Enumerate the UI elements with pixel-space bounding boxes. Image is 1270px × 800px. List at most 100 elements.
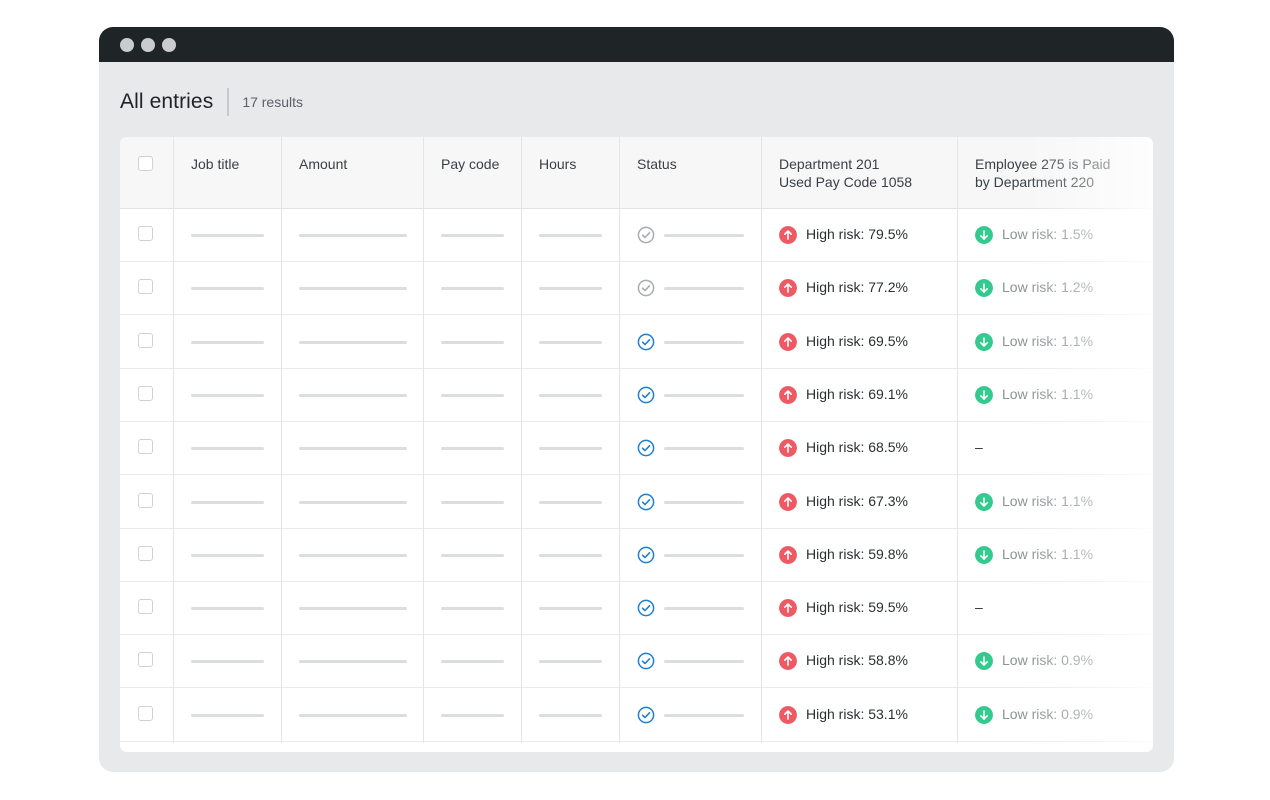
- pay-code-placeholder: [441, 393, 504, 397]
- hours-placeholder: [539, 553, 602, 557]
- low-risk-label: Low risk: 0.9%: [1002, 652, 1094, 669]
- arrow-up-circle-icon: [779, 599, 797, 618]
- status-placeholder: [664, 660, 744, 664]
- row-checkbox[interactable]: [138, 705, 153, 721]
- low-risk-label: Low risk: 1.5%: [1002, 226, 1094, 242]
- pay-code-placeholder: [441, 660, 504, 664]
- maximize-dot[interactable]: [162, 37, 176, 52]
- high-risk-label: High risk: 53.1%: [806, 705, 908, 722]
- arrow-up-circle-icon: [779, 332, 797, 351]
- table-row[interactable]: High risk: 58.8% Low risk: 0.9%: [120, 634, 1153, 689]
- status-placeholder: [664, 607, 744, 611]
- arrow-up-circle-icon: [779, 439, 797, 458]
- header-divider: [227, 88, 230, 116]
- row-checkbox[interactable]: [138, 385, 153, 401]
- column-divider: [173, 137, 174, 743]
- column-header-emp-275[interactable]: Employee 275 is Paid by Department 220: [975, 156, 1111, 190]
- arrow-up-circle-icon: [779, 652, 797, 671]
- arrow-down-circle-icon: [975, 385, 993, 404]
- high-risk-label: High risk: 79.5%: [806, 226, 908, 242]
- table-row[interactable]: High risk: 79.5% Low risk: 1.5%: [120, 208, 1153, 262]
- app-window: All entries 17 results Job title Amount …: [99, 27, 1174, 772]
- check-circle-icon: [637, 386, 655, 404]
- column-header-pay-code[interactable]: Pay code: [441, 156, 500, 172]
- hours-placeholder: [539, 393, 602, 397]
- status-placeholder: [664, 287, 744, 291]
- high-risk-label: High risk: 59.5%: [806, 599, 908, 616]
- hours-placeholder: [539, 447, 602, 451]
- row-checkbox[interactable]: [138, 492, 153, 508]
- hours-placeholder: [539, 340, 602, 344]
- amount-placeholder: [299, 340, 407, 344]
- arrow-up-circle-icon: [779, 545, 797, 564]
- hours-placeholder: [539, 287, 602, 291]
- amount-placeholder: [299, 660, 407, 664]
- low-risk-label: Low risk: 1.1%: [1002, 332, 1094, 349]
- status-placeholder: [664, 393, 744, 397]
- table-row[interactable]: High risk: 69.5% Low risk: 1.1%: [120, 315, 1153, 369]
- row-checkbox[interactable]: [138, 332, 153, 348]
- row-checkbox[interactable]: [138, 439, 153, 455]
- status-placeholder: [664, 553, 744, 557]
- check-circle-icon: [637, 439, 655, 457]
- empty-value: –: [975, 599, 983, 616]
- check-circle-outline-icon: [637, 226, 655, 244]
- row-checkbox[interactable]: [138, 599, 153, 615]
- amount-placeholder: [299, 607, 407, 611]
- status-placeholder: [664, 234, 744, 237]
- table-row[interactable]: High risk: 67.3% Low risk: 1.1%: [120, 475, 1153, 529]
- row-checkbox[interactable]: [138, 226, 153, 241]
- arrow-up-circle-icon: [779, 705, 797, 724]
- status-placeholder: [664, 500, 744, 504]
- minimize-dot[interactable]: [141, 37, 155, 52]
- row-checkbox[interactable]: [138, 279, 153, 295]
- arrow-down-circle-icon: [975, 226, 993, 244]
- column-header-amount[interactable]: Amount: [299, 156, 348, 172]
- column-divider: [957, 137, 958, 743]
- amount-placeholder: [299, 287, 407, 291]
- amount-placeholder: [299, 500, 407, 504]
- column-divider: [761, 137, 762, 743]
- arrow-up-circle-icon: [779, 226, 797, 244]
- job-title-placeholder: [191, 660, 264, 664]
- table-row[interactable]: High risk: 68.5% –: [120, 421, 1153, 476]
- table-row[interactable]: High risk: 69.1% Low risk: 1.1%: [120, 368, 1153, 422]
- hours-placeholder: [539, 607, 602, 611]
- table-row[interactable]: High risk: 59.8% Low risk: 1.1%: [120, 528, 1153, 582]
- row-checkbox[interactable]: [138, 545, 153, 561]
- check-circle-icon: [637, 599, 655, 617]
- table-row[interactable]: High risk: 53.1% Low risk: 0.9%: [120, 688, 1153, 742]
- pay-code-placeholder: [441, 713, 504, 717]
- check-circle-icon: [637, 493, 655, 510]
- job-title-placeholder: [191, 553, 264, 557]
- page-title: All entries: [120, 90, 214, 113]
- table-row[interactable]: High risk: 77.2% Low risk: 1.2%: [120, 261, 1153, 316]
- high-risk-label: High risk: 68.5%: [806, 439, 908, 456]
- arrow-up-circle-icon: [779, 492, 797, 511]
- arrow-up-circle-icon: [779, 279, 797, 298]
- high-risk-label: High risk: 67.3%: [806, 492, 908, 509]
- column-header-status[interactable]: Status: [637, 156, 677, 172]
- select-all-checkbox[interactable]: [138, 156, 153, 171]
- pay-code-placeholder: [441, 447, 504, 451]
- high-risk-label: High risk: 69.5%: [806, 332, 908, 349]
- column-header-hours[interactable]: Hours: [539, 156, 577, 172]
- row-checkbox[interactable]: [138, 652, 153, 668]
- arrow-down-circle-icon: [975, 652, 993, 671]
- check-circle-icon: [637, 333, 655, 350]
- pay-code-placeholder: [441, 234, 504, 237]
- column-header-job-title[interactable]: Job title: [191, 156, 240, 172]
- arrow-down-circle-icon: [975, 545, 993, 564]
- empty-value: –: [975, 439, 983, 456]
- job-title-placeholder: [191, 713, 264, 717]
- close-dot[interactable]: [120, 37, 134, 52]
- table-row[interactable]: High risk: 59.5% –: [120, 581, 1153, 636]
- column-divider: [619, 137, 620, 743]
- column-divider: [281, 137, 282, 743]
- hours-placeholder: [539, 500, 602, 504]
- check-circle-icon: [637, 653, 655, 670]
- pay-code-placeholder: [441, 340, 504, 344]
- column-header-dept-201[interactable]: Department 201 Used Pay Code 1058: [779, 156, 913, 190]
- job-title-placeholder: [191, 607, 264, 611]
- job-title-placeholder: [191, 500, 264, 504]
